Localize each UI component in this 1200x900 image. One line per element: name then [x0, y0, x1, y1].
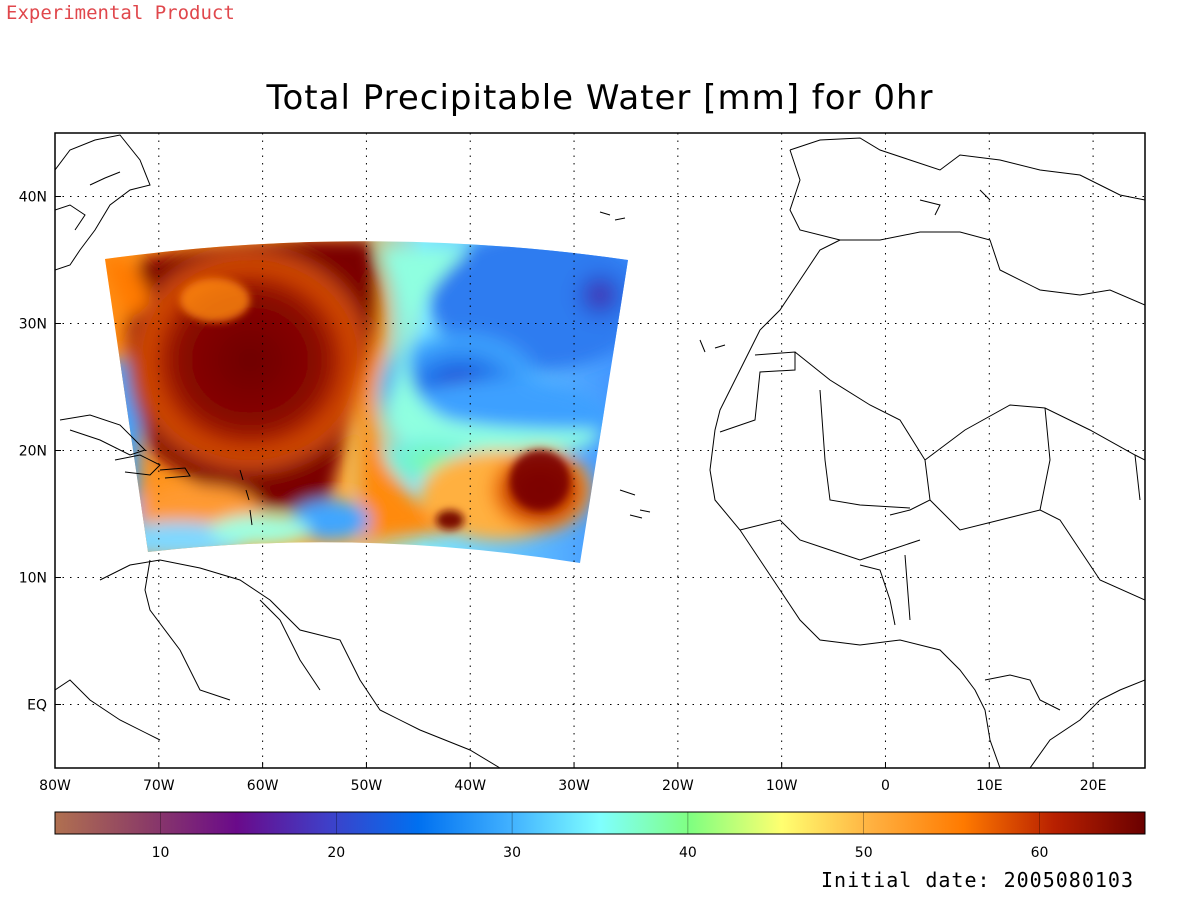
coastline-segment	[709, 239, 1001, 768]
colorbar-tick-label: 50	[855, 845, 873, 861]
lon-tick-label: 60W	[247, 778, 279, 794]
lat-tick-label: 30N	[19, 317, 47, 333]
graticule	[55, 133, 1145, 768]
colorbar-tick-label: 10	[152, 845, 170, 861]
coastline-segment	[819, 389, 911, 509]
coastline-segment	[144, 559, 231, 701]
coastline-segment	[794, 351, 931, 516]
coastline-segment	[89, 171, 121, 186]
coastline-segment	[1039, 407, 1145, 601]
coastline-segment	[719, 351, 796, 433]
lon-tick-label: 50W	[351, 778, 383, 794]
coastline-segment	[1029, 679, 1145, 768]
colorbar-tick-label: 30	[503, 845, 521, 861]
colorbar	[54, 811, 1146, 835]
coastline-segment	[55, 134, 151, 271]
lon-tick-label: 10E	[976, 778, 1003, 794]
map-title: Total Precipitable Water [mm] for 0hr	[266, 78, 934, 118]
colorbar-ticks: 10 20 30 40 50 60	[152, 812, 1049, 861]
coastline-segment	[1134, 454, 1141, 501]
coastline-segment	[859, 554, 911, 626]
lon-tick-label: 70W	[143, 778, 175, 794]
lat-tick-label: 40N	[19, 190, 47, 206]
coastline-segment	[55, 679, 161, 741]
coastline-segment	[929, 499, 1041, 531]
latitude-ticks: 40N 30N 20N 10N EQ	[19, 190, 61, 714]
lon-tick-label: 20W	[662, 778, 694, 794]
coastline-segment	[599, 211, 726, 353]
colorbar-tick-label: 40	[679, 845, 697, 861]
longitude-ticks: 80W 70W 60W 50W 40W 30W 20W 10W 0 10E 20E	[39, 762, 1106, 794]
coastlines	[55, 134, 1145, 768]
coastline-segment	[789, 149, 1145, 306]
coastline-segment	[55, 204, 86, 231]
colorbar-tick-label: 60	[1031, 845, 1049, 861]
coastline-segment	[924, 404, 1145, 461]
coastline-segment	[259, 599, 321, 691]
coastline-segment	[114, 454, 161, 476]
lon-tick-label: 0	[881, 778, 890, 794]
lon-tick-label: 10W	[766, 778, 798, 794]
lat-tick-label: 20N	[19, 444, 47, 460]
colorbar-tick-label: 20	[327, 845, 345, 861]
lon-tick-label: 20E	[1080, 778, 1107, 794]
coastline-segment	[739, 519, 921, 561]
coastline-segment	[619, 489, 651, 519]
lon-tick-label: 40W	[454, 778, 486, 794]
coastline-segment	[789, 137, 1145, 201]
lat-tick-label: EQ	[27, 698, 47, 714]
coastline-segment	[99, 559, 501, 768]
experimental-product-label: Experimental Product	[6, 2, 235, 24]
coastline-segment	[984, 674, 1061, 711]
lon-tick-label: 80W	[39, 778, 71, 794]
lon-tick-label: 30W	[558, 778, 590, 794]
lat-tick-label: 10N	[19, 571, 47, 587]
initial-date-label: Initial date: 2005080103	[821, 868, 1134, 892]
coastline-segment	[159, 467, 191, 479]
colorbar-ramp	[54, 811, 1146, 835]
coastline-segment	[239, 469, 253, 526]
coastline-segment	[919, 189, 991, 216]
precipitable-water-field	[105, 241, 628, 563]
